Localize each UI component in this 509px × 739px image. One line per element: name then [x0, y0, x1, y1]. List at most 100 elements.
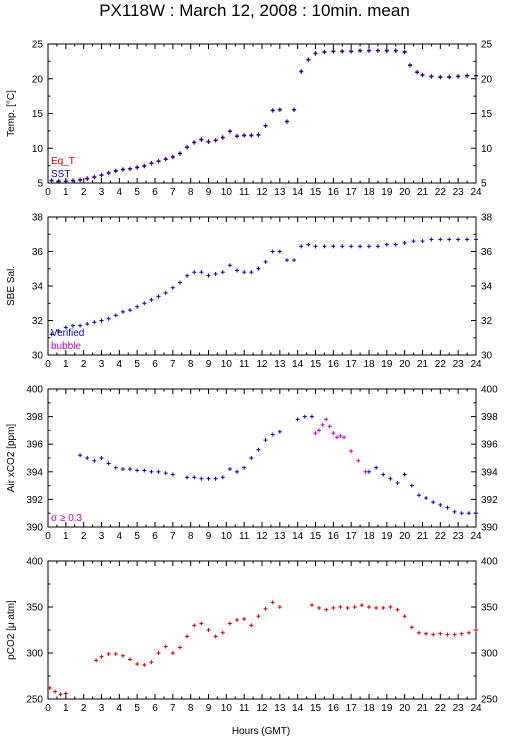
- data-point: [128, 167, 133, 172]
- x-tick-label: 14: [292, 531, 304, 542]
- x-tick-label: 13: [274, 187, 286, 198]
- data-point: [242, 270, 247, 275]
- data-point: [199, 270, 204, 275]
- y-tick-label-right: 398: [481, 412, 498, 423]
- data-point: [429, 74, 434, 79]
- data-point: [85, 321, 90, 326]
- y-tick-label-right: 394: [481, 467, 498, 478]
- y-tick-label: 36: [32, 247, 44, 258]
- data-point: [213, 138, 218, 143]
- data-point: [438, 502, 443, 507]
- data-point: [416, 630, 421, 635]
- data-point: [128, 467, 133, 472]
- y-tick-label: 396: [26, 440, 43, 451]
- data-point: [263, 438, 268, 443]
- data-point: [331, 49, 336, 54]
- x-tick-label: 22: [435, 531, 447, 542]
- y-tick-label-right: 20: [481, 74, 493, 85]
- y-tick-label-right: 390: [481, 523, 498, 534]
- x-tick-label: 6: [152, 359, 158, 370]
- data-point: [424, 631, 429, 636]
- x-tick-label: 6: [152, 703, 158, 714]
- y-tick-label-right: 36: [481, 247, 493, 258]
- data-point: [402, 240, 407, 245]
- data-point: [78, 323, 83, 328]
- data-point: [375, 244, 380, 249]
- data-point: [324, 417, 329, 422]
- data-point: [192, 475, 197, 480]
- x-tick-label: 15: [310, 359, 322, 370]
- data-point: [256, 266, 261, 271]
- data-point: [381, 605, 386, 610]
- x-tick-label: 0: [45, 703, 51, 714]
- data-point: [142, 468, 147, 473]
- y-tick-label-right: 396: [481, 440, 498, 451]
- x-tick-label: 21: [417, 531, 429, 542]
- data-point: [192, 270, 197, 275]
- x-tick-label: 6: [152, 187, 158, 198]
- data-point: [409, 483, 414, 488]
- data-point: [249, 456, 254, 460]
- data-point: [235, 268, 240, 273]
- y-tick-label-right: 30: [481, 351, 493, 362]
- data-point: [70, 178, 75, 183]
- data-point: [465, 237, 470, 242]
- data-point: [242, 465, 247, 470]
- data-point: [356, 458, 361, 463]
- y-axis-title-3: Air xCO2 [ppm]: [6, 424, 17, 493]
- x-tick-label: 1: [63, 703, 69, 714]
- x-tick-label: 15: [310, 187, 322, 198]
- data-point: [206, 139, 211, 144]
- data-point: [474, 628, 478, 632]
- x-tick-label: 0: [45, 187, 51, 198]
- data-point: [302, 414, 307, 419]
- data-point: [170, 472, 175, 477]
- data-point: [415, 70, 420, 75]
- x-tick-label: 0: [45, 531, 51, 542]
- data-point: [163, 471, 168, 476]
- y-tick-label-right: 300: [481, 649, 498, 660]
- data-point: [92, 458, 97, 463]
- data-point: [358, 48, 363, 53]
- data-point: [374, 605, 379, 610]
- x-tick-label: 9: [206, 187, 212, 198]
- x-tick-label: 15: [310, 703, 322, 714]
- data-point: [213, 634, 218, 639]
- data-point: [177, 280, 182, 285]
- data-point: [424, 496, 429, 501]
- data-point: [445, 632, 450, 637]
- data-point: [447, 237, 452, 242]
- x-tick-label: 10: [221, 359, 233, 370]
- data-point: [284, 119, 289, 124]
- x-tick-label: 19: [381, 531, 393, 542]
- y-tick-label-right: 400: [481, 385, 498, 396]
- data-point: [349, 49, 354, 54]
- data-point: [367, 48, 371, 53]
- data-point: [149, 297, 154, 302]
- x-tick-label: 19: [381, 359, 393, 370]
- data-point: [375, 48, 380, 53]
- data-point: [142, 662, 147, 667]
- data-point: [402, 50, 407, 55]
- x-tick-label: 14: [292, 359, 304, 370]
- data-point: [263, 124, 268, 129]
- x-tick-label: 2: [81, 187, 87, 198]
- data-point: [78, 453, 83, 458]
- x-tick-label: 18: [363, 359, 375, 370]
- y-tick-label: 38: [32, 213, 44, 224]
- data-point: [113, 465, 118, 470]
- data-point: [277, 605, 282, 609]
- x-tick-label: 9: [206, 359, 212, 370]
- x-tick-label: 8: [188, 531, 194, 542]
- x-tick-label: 22: [435, 359, 447, 370]
- x-tick-label: 1: [63, 359, 69, 370]
- legend-entry: Eq_T: [51, 156, 75, 167]
- data-point: [199, 621, 204, 626]
- x-tick-label: 16: [328, 703, 340, 714]
- data-point: [331, 244, 336, 249]
- x-tick-label: 24: [470, 531, 482, 542]
- data-point: [99, 173, 104, 178]
- data-point: [142, 164, 147, 169]
- data-point: [277, 249, 282, 254]
